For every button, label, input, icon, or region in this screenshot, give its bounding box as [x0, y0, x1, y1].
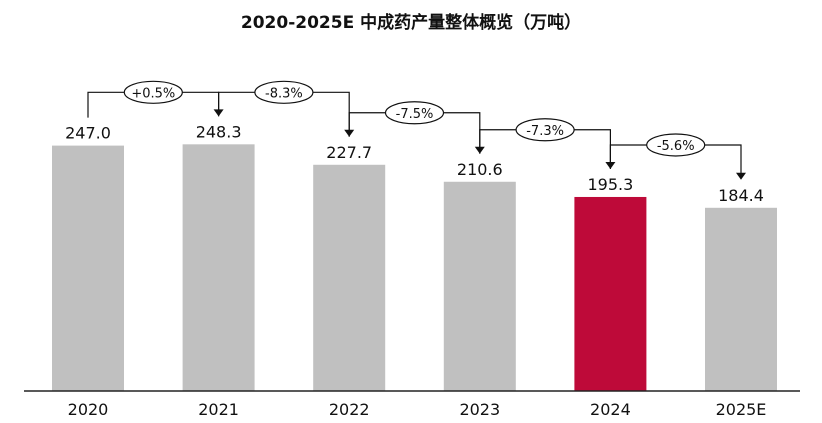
bar-2025E	[705, 207, 777, 391]
bar-2023	[443, 181, 516, 391]
value-label-2021: 248.3	[196, 122, 242, 141]
chart-title: 2020-2025E 中成药产量整体概览（万吨）	[240, 13, 582, 33]
x-tick-2021: 2021	[198, 400, 239, 419]
x-tick-2024: 2024	[590, 400, 631, 419]
value-label-2020: 247.0	[65, 124, 111, 143]
value-label-2023: 210.6	[457, 160, 503, 179]
x-tick-2020: 2020	[68, 400, 109, 419]
x-tick-2023: 2023	[459, 400, 500, 419]
value-label-2024: 195.3	[587, 175, 633, 194]
value-label-2025E: 184.4	[718, 186, 764, 205]
change-label-3: -7.5%	[396, 107, 434, 122]
change-badge-1	[123, 80, 183, 104]
bar-2022	[313, 164, 386, 391]
change-label-4: -7.3%	[526, 124, 564, 139]
bars-group	[52, 144, 777, 391]
change-badge-3	[384, 101, 445, 125]
bar-2021	[182, 144, 255, 391]
change-badge-2	[254, 80, 314, 104]
x-tick-labels-group: 2020 2021 2022 2023 2024 2025E	[68, 400, 767, 419]
change-label-5: -5.6%	[657, 139, 695, 154]
value-label-2022: 227.7	[326, 143, 372, 162]
change-badge-4	[515, 118, 575, 142]
x-tick-2025E: 2025E	[716, 400, 767, 419]
change-label-2: -8.3%	[265, 86, 303, 101]
bar-2020	[52, 145, 124, 391]
change-annotations-group: +0.5% -8.3% -7.5% -7.3% -5.6%	[87, 80, 746, 180]
value-labels-group: 247.0 248.3 227.7 210.6 195.3 184.4	[65, 122, 764, 204]
x-tick-2022: 2022	[329, 400, 370, 419]
bar-2024	[574, 196, 647, 391]
change-arrowhead-5	[736, 172, 746, 180]
change-badge-5	[646, 133, 706, 157]
change-label-1: +0.5%	[131, 86, 175, 101]
